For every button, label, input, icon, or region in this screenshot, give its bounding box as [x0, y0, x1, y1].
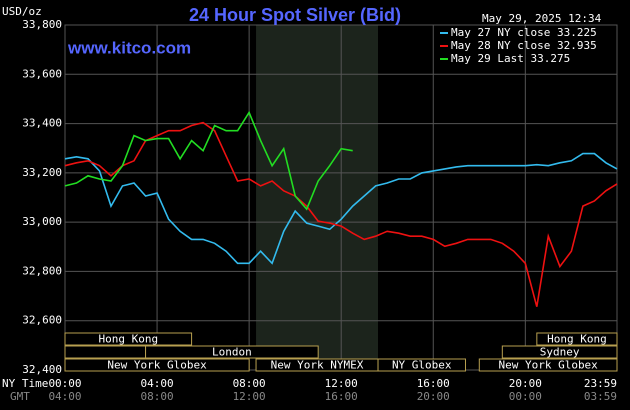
session-bar	[64, 332, 193, 346]
x2-tick-label: 00:00	[509, 390, 542, 403]
session-label: New York NYMEX	[271, 359, 364, 372]
x-tick-label: 20:00	[509, 377, 542, 390]
x2-tick-label: 20:00	[417, 390, 450, 403]
y-tick-label: 33,200	[22, 166, 62, 179]
session-label: New York Globex	[498, 359, 598, 372]
y-tick-label: 32,400	[22, 363, 62, 376]
session-label: Hong Kong	[98, 333, 158, 346]
y-tick-label: 33,000	[22, 215, 62, 228]
series-line	[64, 110, 353, 211]
x2-tick-label: 16:00	[325, 390, 358, 403]
y-tick-label: 32,800	[22, 264, 62, 277]
chart-title: 24 Hour Spot Silver (Bid)	[189, 5, 401, 25]
session-label: New York Globex	[107, 359, 207, 372]
x-tick-label: 00:00	[48, 377, 81, 390]
x2-tick-label: 04:00	[48, 390, 81, 403]
x2-tick-label: 03:59	[584, 390, 617, 403]
watermark: www.kitco.com	[67, 38, 191, 57]
legend-label: May 28 NY close 32.935	[451, 39, 597, 52]
legend-label: May 27 NY close 33.225	[451, 26, 597, 39]
session-bar	[64, 358, 250, 372]
x-tick-label: 08:00	[233, 377, 266, 390]
x-tick-label: 12:00	[325, 377, 358, 390]
x2-tick-label: 12:00	[233, 390, 266, 403]
x-tick-label: 16:00	[417, 377, 450, 390]
session-label: Sydney	[540, 346, 580, 359]
session-bar	[536, 332, 618, 346]
x2-tick-label: 08:00	[141, 390, 174, 403]
y-tick-label: 33,400	[22, 117, 62, 130]
y-tick-label: 33,600	[22, 67, 62, 80]
session-bar	[145, 345, 319, 359]
session-bar	[64, 345, 147, 359]
timestamp: May 29, 2025 12:34	[482, 12, 602, 25]
x-axis-label: NY Time	[2, 377, 48, 390]
session-bar	[377, 358, 466, 372]
legend-label: May 29 Last 33.275	[451, 52, 570, 65]
plot-background	[64, 24, 618, 371]
y-tick-label: 33,800	[22, 18, 62, 31]
series-line	[64, 121, 618, 307]
x-tick-label: 04:00	[141, 377, 174, 390]
y-tick-label: 32,600	[22, 314, 62, 327]
x2-axis-label: GMT	[10, 390, 30, 403]
series-line	[64, 152, 618, 265]
x-tick-label: 23:59	[584, 377, 617, 390]
session-highlight	[256, 25, 379, 370]
session-bar	[501, 345, 618, 359]
session-label: Hong Kong	[547, 333, 607, 346]
y-axis-label: USD/oz	[2, 5, 42, 18]
session-bar	[478, 358, 618, 372]
session-label: London	[212, 346, 252, 359]
session-label: NY Globex	[392, 359, 452, 372]
